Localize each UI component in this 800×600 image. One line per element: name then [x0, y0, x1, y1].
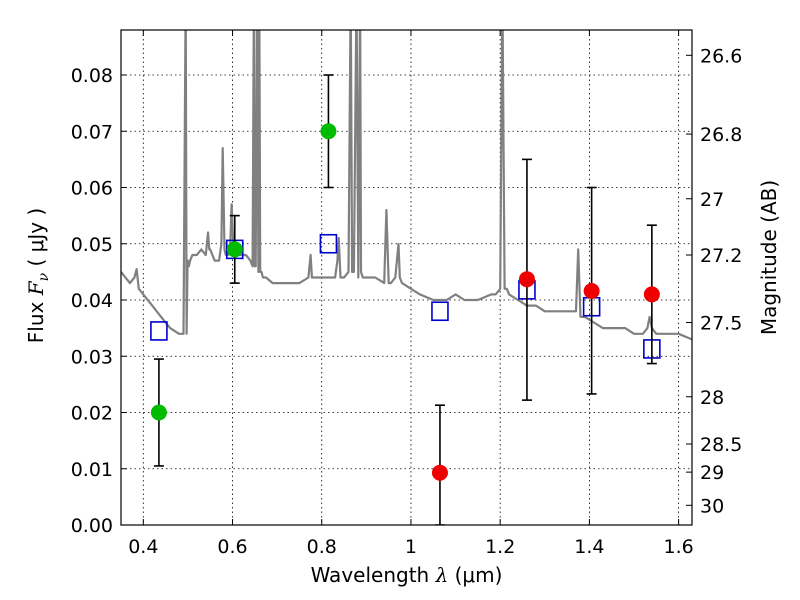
- right-tick-label: 28: [700, 387, 724, 409]
- x-tick-label: 0.6: [217, 536, 247, 558]
- right-tick-label: 26.6: [700, 45, 742, 67]
- x-tick-label: 1.6: [664, 536, 694, 558]
- y-tick-label: 0.06: [71, 178, 113, 200]
- right-tick-label: 27: [700, 189, 724, 211]
- y-axis-title: Flux Fν ( μJy ): [24, 208, 52, 343]
- x-tick-label: 0.4: [128, 536, 158, 558]
- observed-nir-point: [643, 286, 660, 303]
- right-tick-label: 28.5: [700, 434, 742, 456]
- right-axis-title: Magnitude (AB): [757, 180, 781, 335]
- x-tick-label: 1.2: [485, 536, 515, 558]
- observed-optical-point: [226, 241, 243, 258]
- observed-nir-point: [431, 464, 448, 481]
- right-tick-label: 26.8: [700, 124, 742, 146]
- x-tick-label: 0.8: [307, 536, 337, 558]
- right-tick-label: 29: [700, 462, 724, 484]
- axis-ticks: 0.4 0.6 0.8 1 1.2 1.4 1.6 0.00 0.01 0.02 0.03 0.04 0…: [71, 30, 742, 558]
- y-tick-label: 0.07: [71, 121, 113, 143]
- right-tick-label: 30: [700, 495, 724, 517]
- y-tick-label: 0.02: [71, 403, 113, 425]
- y-tick-label: 0.01: [71, 459, 113, 481]
- right-tick-label: 27.5: [700, 313, 742, 335]
- x-axis-title: Wavelength λ (μm): [311, 563, 503, 587]
- y-tick-label: 0.03: [71, 346, 113, 368]
- series-group: [121, 30, 692, 525]
- right-tick-label: 27.2: [700, 245, 742, 267]
- observed-optical-point: [320, 123, 337, 140]
- observed-optical-point: [150, 404, 167, 421]
- model-photometry-square: [319, 233, 338, 254]
- observed-nir-point: [518, 271, 535, 288]
- observed-nir-point: [583, 283, 600, 299]
- sed-model-line: [121, 30, 692, 341]
- plot-area: [121, 30, 692, 525]
- y-tick-label: 0.08: [71, 65, 113, 87]
- model-photometry-square: [150, 321, 168, 341]
- y-tick-label: 0.00: [71, 515, 113, 537]
- plot-frame: [120, 29, 693, 526]
- y-tick-label: 0.04: [71, 290, 113, 312]
- x-tick-label: 1: [405, 536, 417, 558]
- y-tick-label: 0.05: [71, 234, 113, 256]
- x-tick-label: 1.4: [574, 536, 604, 558]
- model-photometry-square: [431, 301, 449, 322]
